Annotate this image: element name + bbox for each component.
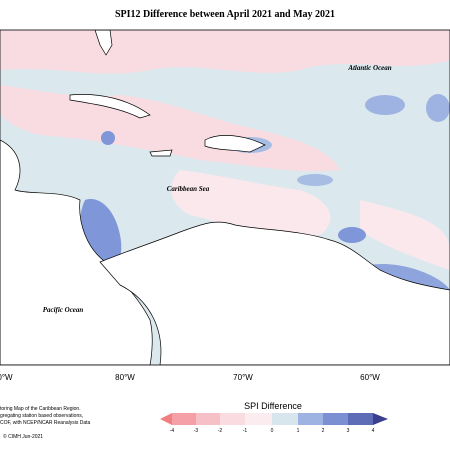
anomaly-area xyxy=(426,94,450,122)
colorbar-swatch xyxy=(298,413,323,425)
colorbar-tick-label: -2 xyxy=(218,428,223,434)
footer-line: COF, with NCEP/NCAR Reanalysis Data xyxy=(0,420,91,426)
colorbar: SPI Difference -4 -3 -2 -1 0 1 2 3 4 xyxy=(160,401,388,434)
anomaly-area xyxy=(365,95,405,115)
anomaly-area xyxy=(338,227,366,243)
longitude-labels: 0°W 80°W 70°W 60°W xyxy=(0,373,380,382)
colorbar-tick-label: 0 xyxy=(271,428,274,434)
colorbar-tick-label: -4 xyxy=(170,428,175,434)
colorbar-end xyxy=(160,413,172,425)
lon-label: 0°W xyxy=(0,373,13,382)
colorbar-tick-label: 4 xyxy=(372,428,375,434)
footer-line: toring Map of the Caribbean Region. xyxy=(0,406,81,412)
ocean-label: Atlantic Ocean xyxy=(347,64,391,72)
footer-line: gregating station based observations, xyxy=(0,413,83,419)
colorbar-tick-label: -3 xyxy=(194,428,199,434)
land xyxy=(69,94,151,119)
land xyxy=(94,30,113,56)
colorbar-swatch xyxy=(245,413,272,425)
colorbar-tick-label: 1 xyxy=(297,428,300,434)
map-frame xyxy=(0,29,450,366)
anomaly-area xyxy=(171,170,331,236)
map-panel: Atlantic Ocean Caribbean Sea Pacific Oce… xyxy=(0,29,450,366)
anomaly-area xyxy=(360,200,450,270)
land xyxy=(204,135,266,153)
ocean-label: Pacific Ocean xyxy=(43,306,84,314)
colorbar-tick-label: -1 xyxy=(243,428,248,434)
land xyxy=(0,139,153,365)
anomaly-area xyxy=(297,174,333,186)
map-title: SPI12 Difference between April 2021 and … xyxy=(115,9,335,20)
land xyxy=(99,221,450,365)
ocean-label: Caribbean Sea xyxy=(167,185,210,193)
lon-label: 70°W xyxy=(233,373,253,382)
colorbar-swatch xyxy=(220,413,245,425)
lon-label: 80°W xyxy=(115,373,135,382)
colorbar-swatch xyxy=(323,413,348,425)
land xyxy=(149,149,173,157)
anomaly-area xyxy=(101,131,115,145)
anomaly-area xyxy=(0,30,450,74)
colorbar-swatch xyxy=(172,413,196,425)
colorbar-swatch xyxy=(348,413,373,425)
colorbar-end xyxy=(373,413,388,425)
colorbar-tick-label: 2 xyxy=(322,428,325,434)
footer: toring Map of the Caribbean Region. greg… xyxy=(0,406,91,440)
colorbar-tick-label: 3 xyxy=(347,428,350,434)
lon-label: 60°W xyxy=(360,373,380,382)
colorbar-title: SPI Difference xyxy=(244,401,302,411)
colorbar-swatch xyxy=(272,413,298,425)
footer-line: © CIMH Jun-2021 xyxy=(3,433,43,440)
colorbar-swatch xyxy=(196,413,220,425)
